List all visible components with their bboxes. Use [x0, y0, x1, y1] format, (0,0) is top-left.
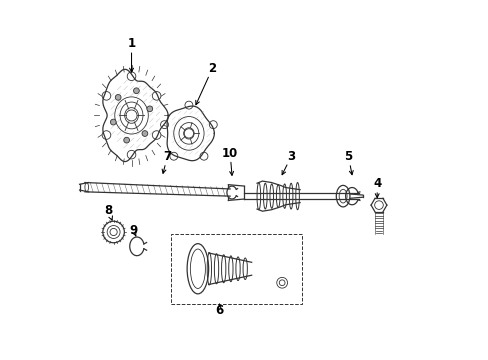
Text: 2: 2 [208, 62, 216, 75]
Circle shape [133, 88, 139, 94]
Bar [171, 234, 301, 304]
Circle shape [142, 131, 147, 136]
Circle shape [146, 106, 152, 112]
Text: 6: 6 [215, 305, 223, 318]
Text: 9: 9 [129, 224, 137, 237]
Text: 1: 1 [127, 37, 135, 50]
Text: 3: 3 [286, 150, 295, 163]
Text: 4: 4 [372, 177, 381, 190]
Text: 10: 10 [222, 147, 238, 159]
Text: 5: 5 [344, 150, 352, 163]
Text: 7: 7 [163, 150, 171, 163]
Text: 8: 8 [104, 204, 112, 217]
Circle shape [115, 95, 121, 100]
Circle shape [110, 119, 116, 125]
Circle shape [123, 137, 129, 143]
